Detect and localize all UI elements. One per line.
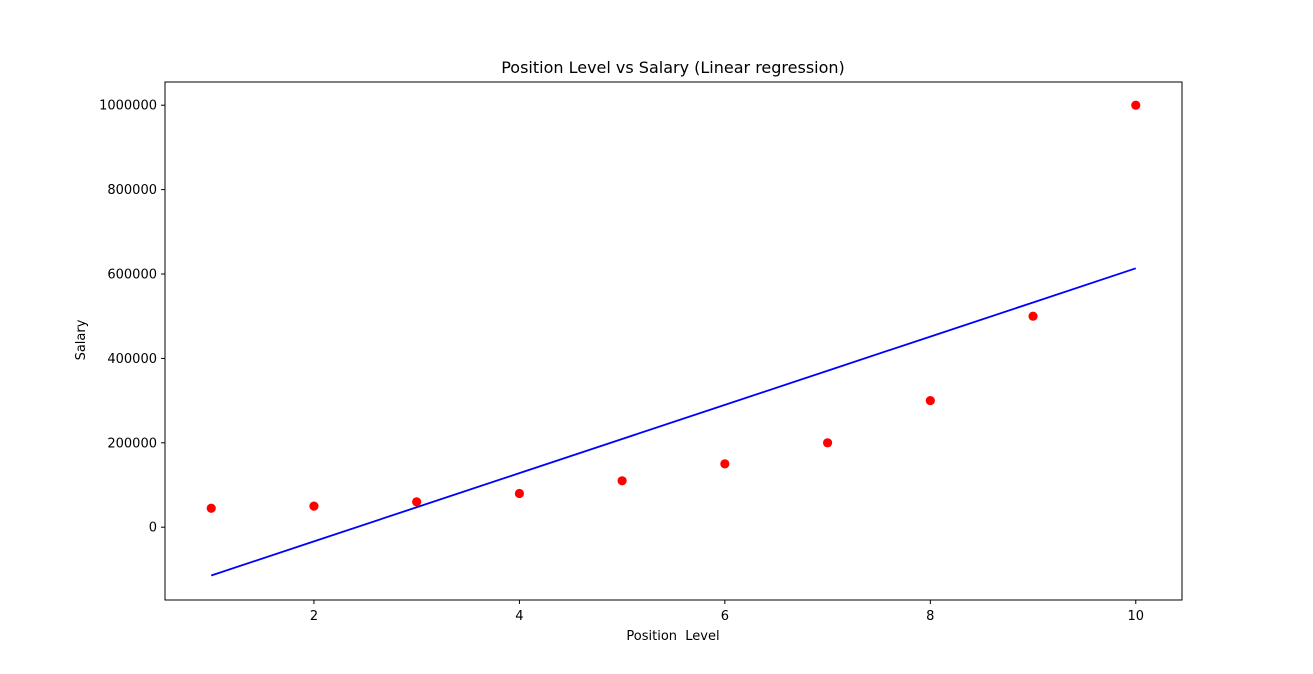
data-point bbox=[822, 438, 833, 448]
y-tick-label: 800000 bbox=[107, 183, 157, 198]
y-axis-ticks: 0 200000 400000 600000 800000 1000000 bbox=[99, 99, 165, 536]
data-point bbox=[1131, 100, 1141, 110]
y-tick-label: 1000000 bbox=[99, 99, 157, 114]
y-axis-label: Salary bbox=[74, 319, 89, 360]
data-point bbox=[309, 501, 319, 511]
axes-frame bbox=[164, 81, 1183, 601]
x-tick-label: 10 bbox=[1127, 609, 1144, 624]
x-tick-label: 4 bbox=[515, 609, 523, 624]
y-tick-label: 600000 bbox=[107, 268, 157, 283]
x-axis-ticks: 2 4 6 8 10 bbox=[310, 600, 1144, 624]
data-point bbox=[206, 503, 216, 513]
x-tick-label: 6 bbox=[721, 609, 729, 624]
x-axis-label: Position Level bbox=[626, 629, 719, 644]
x-tick-label: 8 bbox=[926, 609, 934, 624]
data-point bbox=[412, 497, 422, 507]
x-tick-label: 2 bbox=[310, 609, 318, 624]
chart-title: Position Level vs Salary (Linear regress… bbox=[501, 58, 845, 77]
data-point bbox=[514, 488, 525, 499]
data-point bbox=[720, 459, 730, 469]
data-point bbox=[925, 396, 935, 406]
y-tick-label: 200000 bbox=[107, 436, 157, 451]
y-tick-label: 0 bbox=[149, 521, 157, 536]
data-point bbox=[617, 476, 627, 486]
plot-area bbox=[206, 100, 1141, 577]
data-point bbox=[1028, 311, 1038, 321]
regression-line bbox=[210, 267, 1137, 577]
y-tick-label: 400000 bbox=[107, 352, 157, 367]
